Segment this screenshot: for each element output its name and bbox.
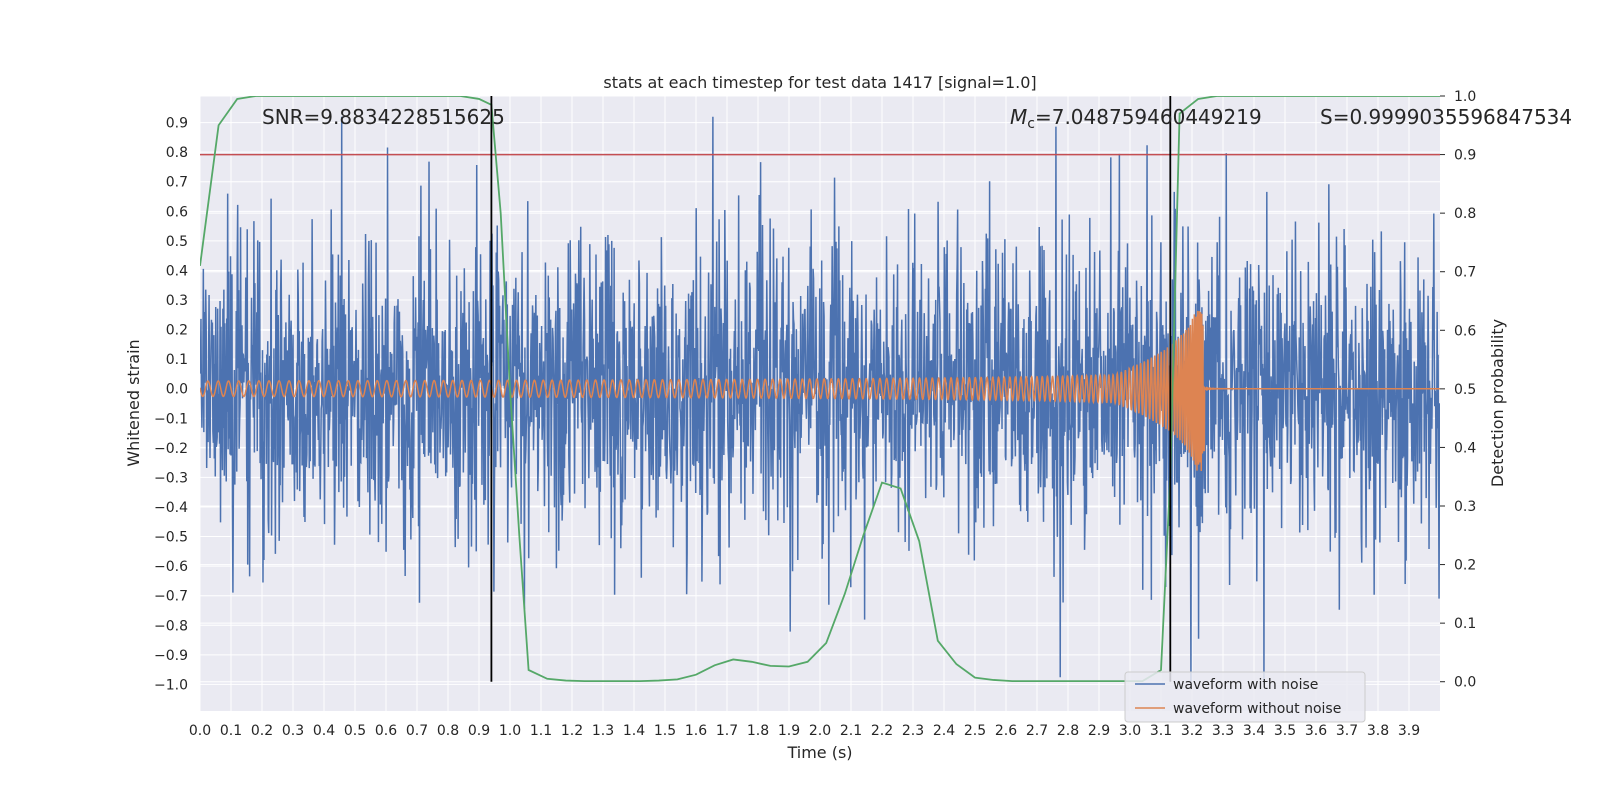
x-tick-label: 1.1 — [530, 723, 552, 739]
x-tick-label: 0.5 — [344, 723, 366, 739]
x-tick-label: 1.4 — [623, 723, 645, 739]
y-tick-label: 0.1 — [166, 352, 188, 368]
y-tick-label: −0.9 — [154, 648, 188, 664]
x-tick-label: 1.3 — [592, 723, 614, 739]
y-tick-label: 0.5 — [166, 234, 188, 250]
y-tick-label: −0.7 — [154, 589, 188, 605]
x-tick-label: 0.7 — [406, 723, 428, 739]
chirp-mass-annotation: Mc=7.048759460449219 — [1010, 105, 1262, 132]
y-tick-label: 0.0 — [166, 382, 188, 398]
y-axis-label: Whitened strain — [124, 339, 143, 466]
y2-tick-label: 1.0 — [1454, 89, 1476, 105]
x-tick-label: 3.2 — [1181, 723, 1203, 739]
y-tick-label: −0.8 — [154, 618, 188, 634]
x-tick-label: 3.8 — [1367, 723, 1389, 739]
x-tick-label: 2.3 — [902, 723, 924, 739]
y-tick-label: −0.4 — [154, 500, 188, 516]
x-tick-label: 2.2 — [871, 723, 893, 739]
x-tick-label: 3.9 — [1398, 723, 1420, 739]
legend: waveform with noise waveform without noi… — [1124, 671, 1366, 723]
y-tick-label: 0.3 — [166, 293, 188, 309]
x-tick-label: 0.2 — [251, 723, 273, 739]
x-tick-label: 2.7 — [1026, 723, 1048, 739]
y2-tick-label: 0.4 — [1454, 440, 1476, 456]
y2-axis-label: Detection probability — [1488, 319, 1507, 487]
s-annotation: S=0.9999035596847534 — [1320, 105, 1572, 129]
x-tick-label: 2.4 — [933, 723, 955, 739]
y-tick-label: 0.4 — [166, 263, 188, 279]
y2-tick-label: 0.6 — [1454, 323, 1476, 339]
chart-title: stats at each timestep for test data 141… — [603, 73, 1036, 92]
legend-label-clean: waveform without noise — [1173, 701, 1341, 717]
mc-value: =7.048759460449219 — [1035, 105, 1262, 129]
y-tick-label: 0.6 — [166, 204, 188, 220]
x-tick-label: 2.9 — [1088, 723, 1110, 739]
x-tick-label: 2.0 — [809, 723, 831, 739]
x-tick-label: 0.4 — [313, 723, 335, 739]
x-tick-labels: 0.0 0.1 0.2 0.3 0.4 0.5 0.6 0.7 0.8 0.9 1.0 1.1 1.2 1… — [189, 723, 1420, 739]
y-tick-label: 0.7 — [166, 175, 188, 191]
y2-tick-labels: 1.0 0.9 0.8 0.7 0.6 0.5 0.4 0.3 0.2 0.1 0.0 — [1454, 89, 1476, 691]
y-tick-label: −0.6 — [154, 559, 188, 575]
x-tick-label: 0.1 — [220, 723, 242, 739]
x-tick-label: 1.2 — [561, 723, 583, 739]
y-tick-label: −0.3 — [154, 470, 188, 486]
y-tick-label: −0.1 — [154, 411, 188, 427]
snr-annotation: SNR=9.8834228515625 — [262, 105, 505, 129]
y2-tick-label: 0.0 — [1454, 675, 1476, 691]
y2-tick-label: 0.7 — [1454, 265, 1476, 281]
mc-symbol: M — [1010, 105, 1027, 129]
y-tick-label: 0.9 — [166, 116, 188, 132]
x-tick-label: 2.5 — [964, 723, 986, 739]
waveform-without-noise-series — [200, 310, 1440, 472]
mc-subscript: c — [1027, 116, 1035, 132]
x-tick-label: 0.6 — [375, 723, 397, 739]
x-tick-label: 1.7 — [716, 723, 738, 739]
x-tick-label: 3.5 — [1274, 723, 1296, 739]
event-markers — [490, 96, 1172, 682]
x-tick-label: 3.7 — [1336, 723, 1358, 739]
y2-tick-label: 0.1 — [1454, 616, 1476, 632]
x-tick-label: 1.8 — [747, 723, 769, 739]
x-tick-label: 3.1 — [1150, 723, 1172, 739]
x-tick-label: 3.4 — [1243, 723, 1265, 739]
y2-tick-label: 0.3 — [1454, 499, 1476, 515]
y-tick-label: 0.2 — [166, 323, 188, 339]
detection-probability-series — [200, 96, 1440, 683]
x-tick-label: 2.1 — [840, 723, 862, 739]
x-tick-label: 2.8 — [1057, 723, 1079, 739]
x-tick-label: 3.3 — [1212, 723, 1234, 739]
y-tick-label: −1.0 — [154, 677, 188, 693]
x-tick-label: 0.8 — [437, 723, 459, 739]
y-tick-label: −0.5 — [154, 530, 188, 546]
x-tick-label: 3.6 — [1305, 723, 1327, 739]
x-axis-label: Time (s) — [786, 743, 852, 762]
x-tick-label: 1.5 — [654, 723, 676, 739]
y2-tick-label: 0.8 — [1454, 206, 1476, 222]
x-tick-label: 1.6 — [685, 723, 707, 739]
x-tick-label: 0.0 — [189, 723, 211, 739]
x-tick-label: 1.9 — [778, 723, 800, 739]
y2-tick-label: 0.9 — [1454, 148, 1476, 164]
legend-box — [1124, 671, 1366, 723]
y2-tick-label: 0.5 — [1454, 382, 1476, 398]
x-tick-label: 2.6 — [995, 723, 1017, 739]
legend-label-noise: waveform with noise — [1173, 677, 1318, 693]
y-tick-label: 0.8 — [166, 145, 188, 161]
x-tick-label: 1.0 — [499, 723, 521, 739]
x-tick-label: 0.3 — [282, 723, 304, 739]
y2-tick-label: 0.2 — [1454, 558, 1476, 574]
x-tick-label: 3.0 — [1119, 723, 1141, 739]
y-tick-label: −0.2 — [154, 441, 188, 457]
y-tick-labels: 0.9 0.8 0.7 0.6 0.5 0.4 0.3 0.2 0.1 0.0 −0.1 −0.2 −0… — [154, 116, 188, 694]
x-tick-label: 0.9 — [468, 723, 490, 739]
waveform-with-noise-series — [200, 116, 1440, 685]
